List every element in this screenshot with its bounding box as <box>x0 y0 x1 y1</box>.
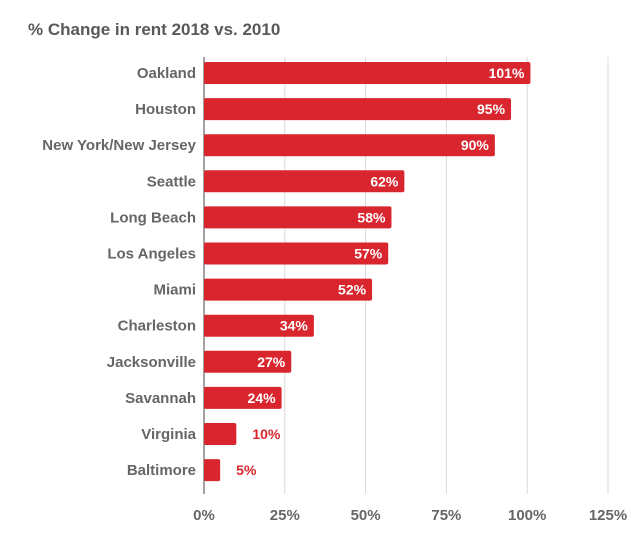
value-label: 58% <box>357 209 386 225</box>
value-label: 101% <box>489 65 525 81</box>
category-label: Los Angeles <box>107 246 196 263</box>
x-tick-label-125: 125% <box>589 507 627 524</box>
value-label: 90% <box>461 137 490 153</box>
bar-savannah <box>204 386 282 409</box>
value-label: 95% <box>477 101 506 117</box>
bar-jacksonville <box>204 350 292 373</box>
value-label: 34% <box>280 318 309 334</box>
bar-oakland <box>204 62 531 84</box>
category-label: Miami <box>153 282 196 299</box>
bar-baltimore <box>204 459 221 482</box>
bar-los-angeles <box>204 242 389 265</box>
category-label: Savannah <box>125 390 196 407</box>
grid-lines <box>203 57 609 494</box>
category-label: Oakland <box>137 65 196 82</box>
value-label: 5% <box>236 462 257 478</box>
x-tick-label-25: 25% <box>270 507 300 524</box>
bar-virginia <box>204 423 237 445</box>
category-label: Virginia <box>141 426 196 443</box>
value-label: 62% <box>370 173 399 189</box>
value-label: 10% <box>252 426 281 442</box>
value-label: 52% <box>338 282 367 298</box>
value-labels: 101% 95% 90% 62% 58% 57% 52% 34% 27% 24% 10% 5% <box>236 65 525 478</box>
category-label: Baltimore <box>127 462 196 479</box>
x-axis-ticks: 0% 25% 50% 75% 100% 125% <box>193 507 627 524</box>
value-label: 24% <box>248 390 277 406</box>
bar-houston <box>204 98 512 121</box>
x-tick-label-0: 0% <box>193 507 215 524</box>
x-tick-label-100: 100% <box>508 507 546 524</box>
category-label: Long Beach <box>110 209 196 226</box>
bar-long-beach <box>204 206 392 229</box>
bar-seattle <box>204 170 405 193</box>
bar-miami <box>204 278 373 301</box>
category-label: Houston <box>135 101 196 118</box>
category-label: New York/New Jersey <box>42 137 196 154</box>
bar-charleston <box>204 314 314 337</box>
bar-new-york-new-jersey <box>204 134 495 157</box>
bars <box>204 62 531 482</box>
x-tick-label-50: 50% <box>351 507 381 524</box>
chart-title: % Change in rent 2018 vs. 2010 <box>28 20 281 39</box>
value-label: 57% <box>354 246 383 262</box>
category-label: Jacksonville <box>107 354 196 371</box>
category-labels: Oakland Houston New York/New Jersey Seattle… <box>42 65 196 479</box>
value-label: 27% <box>257 354 286 370</box>
category-label: Seattle <box>147 173 196 190</box>
category-label: Charleston <box>118 318 196 335</box>
x-tick-label-75: 75% <box>431 507 461 524</box>
